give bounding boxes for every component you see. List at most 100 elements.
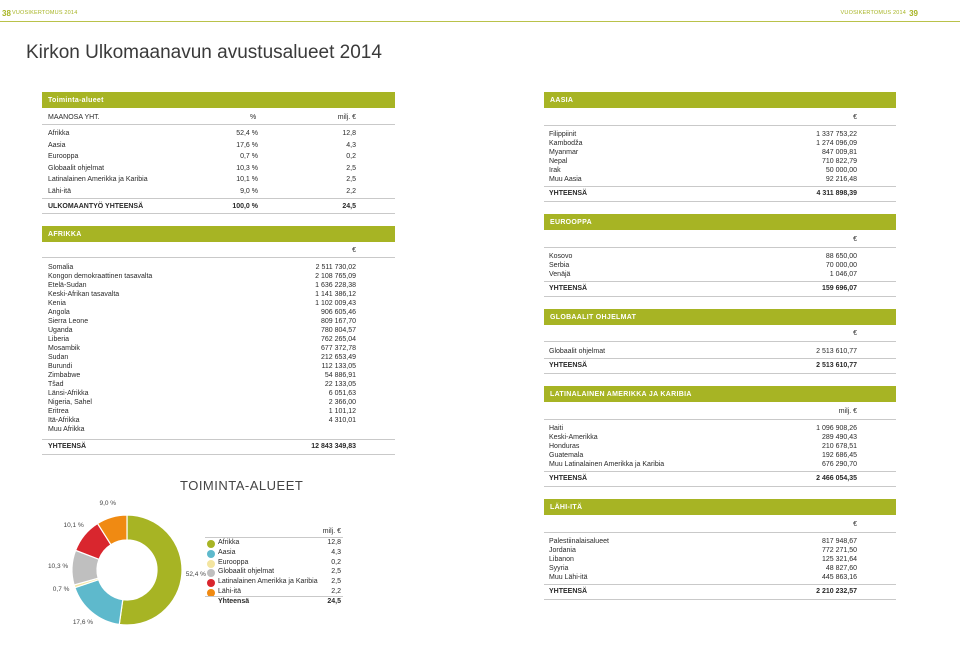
- europe-row-value: 70 000,00: [825, 262, 857, 269]
- region-name: Afrikka: [48, 130, 70, 137]
- divider: [42, 124, 395, 125]
- africa-header: AFRIKKA: [42, 226, 395, 242]
- africa-row-value: 54 886,91: [324, 372, 356, 379]
- mideast-row-value: 48 827,60: [825, 565, 857, 572]
- legend-label: Aasia: [218, 548, 236, 556]
- region-value: 2,5: [346, 176, 356, 183]
- legend-swatch: [207, 569, 215, 578]
- global-total-value: 2 513 610,77: [816, 362, 857, 369]
- mideast-row-value: 125 321,64: [821, 556, 857, 563]
- legend-value: 2,5: [331, 578, 341, 586]
- africa-row-name: Liberia: [48, 336, 70, 343]
- africa-row-name: Sierra Leone: [48, 318, 89, 325]
- regions-total-pct: 100,0 %: [232, 203, 258, 210]
- latam-row-name: Guatemala: [549, 452, 584, 459]
- legend-swatch: [207, 549, 215, 558]
- africa-row-name: Angola: [48, 309, 70, 316]
- region-name: Eurooppa: [48, 153, 79, 160]
- mideast-row-value: 817 948,67: [821, 538, 857, 545]
- divider: [544, 358, 896, 359]
- africa-row-name: Tšad: [48, 381, 64, 388]
- mideast-row-name: Syyria: [549, 565, 569, 572]
- region-value: 2,2: [346, 187, 356, 195]
- mideast-total-name: YHTEENSÄ: [549, 588, 588, 595]
- africa-row-value: 762 265,04: [320, 336, 356, 343]
- col-meur-label: milj. €: [337, 114, 356, 121]
- legend-label: Latinalainen Amerikka ja Karibia: [218, 578, 318, 586]
- latam-unit: milj. €: [838, 408, 857, 415]
- africa-row-value: 2 366,00: [328, 399, 356, 406]
- africa-row-name: Muu Afrikka: [48, 426, 85, 433]
- legend-value: 12,8: [327, 539, 341, 546]
- africa-row-name: Somalia: [48, 264, 74, 271]
- africa-row-value: 2 108 765,09: [315, 273, 356, 280]
- asia-row-value: 1 337 753,22: [816, 131, 857, 138]
- latam-row-name: Honduras: [549, 443, 580, 450]
- donut-percent-label: 10,1 %: [63, 522, 84, 530]
- europe-total-value: 159 696,07: [821, 285, 857, 292]
- donut-slice: [118, 514, 183, 626]
- africa-row-name: Etelä-Sudan: [48, 282, 87, 289]
- legend-swatch: [207, 559, 215, 568]
- asia-row-name: Muu Aasia: [549, 176, 582, 183]
- chart-title: TOIMINTA-ALUEET: [180, 478, 304, 493]
- africa-row-value: 1 141 386,12: [315, 291, 356, 298]
- region-value: 2,5: [346, 164, 356, 172]
- latam-row-name: Muu Latinalainen Amerikka ja Karibia: [549, 461, 665, 468]
- region-pct: 10,3 %: [236, 164, 258, 172]
- mideast-row-value: 772 271,50: [821, 547, 857, 554]
- region-value: 12,8: [342, 130, 356, 137]
- europe-row-name: Venäjä: [549, 271, 571, 278]
- mideast-total-value: 2 210 232,57: [816, 588, 857, 595]
- latam-header: LATINALAINEN AMERIKKA JA KARIBIA: [544, 386, 896, 402]
- global-row-value: 2 513 610,77: [816, 348, 857, 355]
- region-name: Aasia: [48, 141, 66, 149]
- africa-row-value: 112 133,05: [321, 363, 356, 370]
- europe-row-value: 1 046,07: [829, 271, 857, 278]
- asia-row-value: 847 009,81: [821, 149, 857, 156]
- global-total-name: YHTEENSÄ: [549, 362, 588, 369]
- global-unit: €: [853, 330, 857, 337]
- global-row-name: Globaalit ohjelmat: [549, 348, 606, 355]
- legend-swatch: [207, 589, 215, 597]
- africa-row-name: Zimbabwe: [48, 372, 81, 379]
- africa-row-value: 906 605,46: [320, 309, 356, 316]
- asia-total-name: YHTEENSÄ: [549, 190, 588, 197]
- running-title-left: VUOSIKERTOMUS 2014: [12, 10, 78, 16]
- africa-total-name: YHTEENSÄ: [48, 443, 87, 450]
- divider: [42, 198, 395, 199]
- divider: [544, 341, 896, 342]
- asia-header: AASIA: [544, 92, 896, 108]
- mideast-header: LÄHI-ITÄ: [544, 499, 896, 515]
- running-header: 38 VUOSIKERTOMUS 2014 VUOSIKERTOMUS 2014…: [0, 0, 960, 22]
- africa-row-name: Kongon demokraattinen tasavalta: [48, 273, 153, 280]
- latam-row-name: Keski-Amerikka: [549, 434, 598, 441]
- region-name: Latinalainen Amerikka ja Karibia: [48, 176, 148, 183]
- europe-unit: €: [853, 236, 857, 243]
- africa-row-value: 780 804,57: [320, 327, 356, 334]
- latam-total-value: 2 466 054,35: [816, 475, 857, 482]
- divider: [544, 125, 896, 126]
- divider: [42, 213, 395, 214]
- europe-row-name: Serbia: [549, 262, 570, 269]
- asia-row-name: Irak: [549, 167, 561, 174]
- region-name: Lähi-itä: [48, 187, 71, 195]
- latam-row-value: 192 686,45: [821, 452, 857, 459]
- asia-row-value: 1 274 096,09: [816, 140, 857, 147]
- page-number-left: 38: [2, 9, 11, 18]
- latam-row-value: 676 290,70: [821, 461, 857, 468]
- africa-row-value: 22 133,05: [324, 381, 356, 388]
- asia-row-value: 92 216,48: [825, 176, 857, 183]
- legend-value: 2,5: [331, 568, 341, 576]
- mideast-unit: €: [853, 521, 857, 528]
- page-number-right: 39: [909, 9, 918, 18]
- divider: [544, 186, 896, 187]
- legend-swatch: [207, 579, 215, 588]
- africa-row-value: 809 167,70: [320, 318, 356, 325]
- divider: [42, 257, 395, 258]
- europe-total-name: YHTEENSÄ: [549, 285, 588, 292]
- donut-percent-label: 0,7 %: [52, 586, 70, 594]
- mideast-row-name: Jordania: [549, 547, 576, 554]
- europe-row-value: 88 650,00: [825, 253, 857, 260]
- divider: [544, 486, 896, 487]
